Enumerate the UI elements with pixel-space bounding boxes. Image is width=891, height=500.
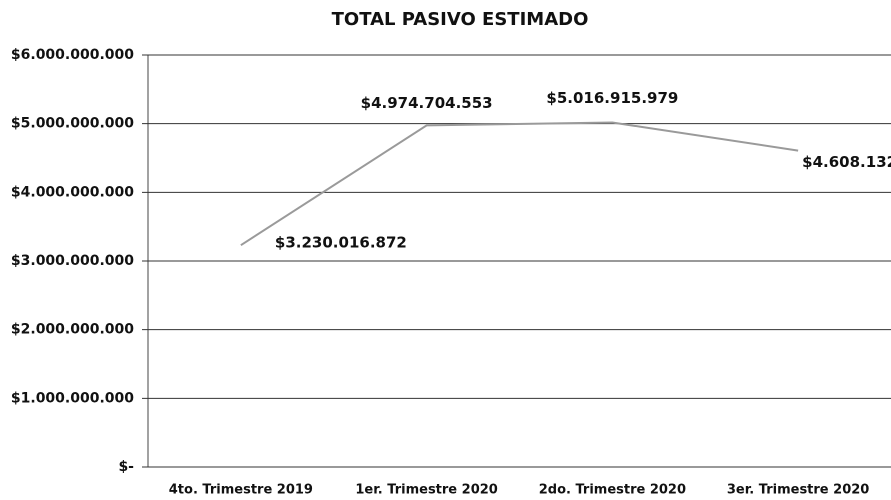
data-label: $5.016.915.979 [546,89,678,107]
data-label: $3.230.016.872 [275,234,407,252]
y-tick-label: $1.000.000.000 [11,390,134,406]
y-tick-label: $- [118,459,134,475]
y-tick-label: $6.000.000.000 [11,47,134,63]
y-tick-label: $3.000.000.000 [11,253,134,269]
x-tick-label: 3er. Trimestre 2020 [727,483,869,498]
y-tick-label: $2.000.000.000 [11,322,134,338]
data-label: $4.974.704.553 [361,94,493,112]
x-tick-label: 2do. Trimestre 2020 [539,483,686,498]
x-tick-label: 4to. Trimestre 2019 [169,483,313,498]
y-tick-label: $5.000.000.000 [11,116,134,132]
y-tick-label: $4.000.000.000 [11,184,134,200]
data-label: $4.608.132.909 [802,153,891,171]
chart-title: TOTAL PASIVO ESTIMADO [332,9,589,30]
x-tick-label: 1er. Trimestre 2020 [355,483,497,498]
line [240,121,799,247]
